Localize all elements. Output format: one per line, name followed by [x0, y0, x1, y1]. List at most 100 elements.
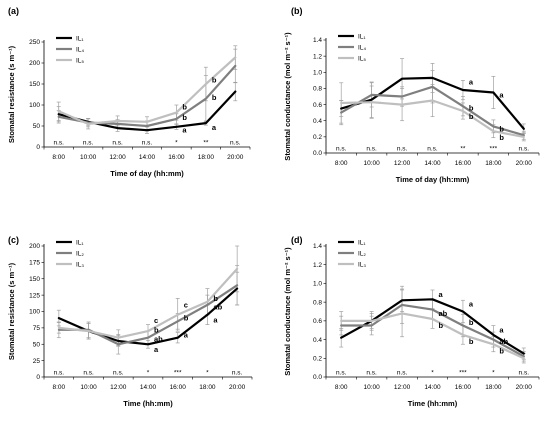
group-letter: a [499, 326, 504, 335]
y-tick-label: 0 [36, 144, 40, 151]
group-letter: b [469, 103, 474, 112]
y-tick-label: 50 [33, 341, 41, 348]
significance-label: n.s. [397, 146, 408, 153]
significance-label: * [206, 370, 209, 377]
series-line [57, 64, 237, 128]
y-tick-label: 0.8 [313, 299, 322, 306]
legend-entry: IL₃ [76, 261, 84, 268]
x-tick-label: 18:00 [198, 154, 215, 161]
y-tick-label: 0.0 [313, 374, 322, 381]
x-tick-label: 10:00 [80, 384, 97, 391]
x-axis-title: Time (hh:mm) [123, 399, 173, 408]
significance-label: *** [459, 370, 467, 377]
y-tick-label: 0.0 [313, 150, 322, 157]
x-tick-label: 12:00 [110, 384, 127, 391]
x-tick-label: 18:00 [199, 384, 216, 391]
group-letter: a [469, 300, 474, 309]
x-tick-label: 20:00 [516, 160, 533, 167]
x-tick-label: 14:00 [424, 160, 441, 167]
x-tick-label: 12:00 [109, 154, 126, 161]
significance-label: *** [174, 370, 182, 377]
group-letter: c [184, 300, 188, 309]
significance-label: n.s. [230, 140, 241, 147]
y-tick-label: 175 [29, 260, 40, 267]
group-letter: a [182, 126, 187, 135]
group-letter: b [499, 124, 504, 133]
group-letter: c [154, 316, 158, 325]
x-tick-label: 10:00 [80, 154, 97, 161]
group-letter: ab [439, 309, 448, 318]
y-tick-label: 0.6 [313, 318, 322, 325]
group-letter: a [469, 77, 474, 86]
y-tick-label: 0.4 [313, 337, 322, 344]
y-tick-label: 0.6 [313, 102, 322, 109]
x-axis-title: Time of day (hh:mm) [110, 169, 184, 178]
y-tick-label: 100 [29, 309, 40, 316]
significance-label: n.s. [519, 370, 530, 377]
significance-label: ** [203, 140, 209, 147]
y-axis-title: Stomatal resistance (s m⁻¹) [7, 262, 16, 360]
significance-label: * [431, 370, 434, 377]
x-tick-label: 20:00 [227, 154, 244, 161]
y-tick-label: 200 [29, 243, 40, 250]
x-axis-title: Time (hh:mm) [408, 399, 458, 408]
x-tick-label: 16:00 [455, 160, 472, 167]
significance-label: n.s. [519, 146, 530, 153]
y-axis-title: Stomatal conductance (mol m⁻² s⁻¹) [283, 247, 292, 376]
legend-entry: IL₁ [76, 35, 84, 42]
significance-label: n.s. [366, 146, 377, 153]
y-axis-title: Stomatal conductance (mol m⁻² s⁻¹) [283, 32, 292, 161]
significance-label: ** [460, 146, 466, 153]
series-line [340, 85, 525, 137]
x-tick-label: 18:00 [485, 160, 502, 167]
group-letter: ab [154, 335, 163, 344]
legend-entry: IL₁ [358, 33, 366, 40]
group-letter: ab [213, 302, 222, 311]
significance-label: n.s. [83, 140, 94, 147]
series-line [340, 99, 525, 138]
significance-label: * [175, 140, 178, 147]
significance-label: n.s. [366, 370, 377, 377]
x-tick-label: 12:00 [394, 384, 411, 391]
series-line [340, 76, 525, 130]
legend-entry: IL₁ [76, 239, 84, 246]
group-letter: b [469, 318, 474, 327]
significance-label: * [492, 370, 495, 377]
x-tick-label: 16:00 [168, 154, 185, 161]
x-tick-label: 8:00 [335, 160, 348, 167]
x-tick-label: 10:00 [364, 160, 381, 167]
x-tick-label: 18:00 [485, 384, 502, 391]
y-axis-title: Stomatal resistance (s m⁻¹) [7, 45, 16, 143]
x-tick-label: 8:00 [53, 384, 66, 391]
y-tick-label: 0 [36, 374, 40, 381]
group-letter: a [439, 290, 444, 299]
panel-label: (a) [8, 6, 19, 16]
panel-label: (c) [8, 235, 19, 245]
x-axis-title: Time of day (hh:mm) [396, 175, 470, 184]
group-letter: a [499, 90, 504, 99]
x-tick-label: 14:00 [139, 154, 156, 161]
y-tick-label: 125 [29, 292, 40, 299]
legend-entry: IL₄ [76, 46, 84, 53]
significance-label: n.s. [113, 370, 124, 377]
group-letter: a [213, 316, 218, 325]
panel-label: (d) [291, 235, 303, 245]
legend-entry: IL₅ [358, 55, 366, 62]
group-letter: b [469, 112, 474, 121]
legend-entry: IL₃ [358, 261, 366, 268]
significance-label: n.s. [83, 370, 94, 377]
group-letter: a [154, 345, 159, 354]
group-letter: a [212, 123, 217, 132]
significance-label: n.s. [336, 146, 347, 153]
group-letter: b [469, 337, 474, 346]
x-tick-label: 20:00 [516, 384, 533, 391]
x-tick-label: 8:00 [52, 154, 65, 161]
legend-entry: IL₄ [358, 44, 366, 51]
y-tick-label: 150 [29, 81, 40, 88]
significance-label: *** [490, 146, 498, 153]
y-tick-label: 0.8 [313, 86, 322, 93]
group-letter: b [212, 75, 217, 84]
legend-entry: IL₁ [358, 239, 366, 246]
